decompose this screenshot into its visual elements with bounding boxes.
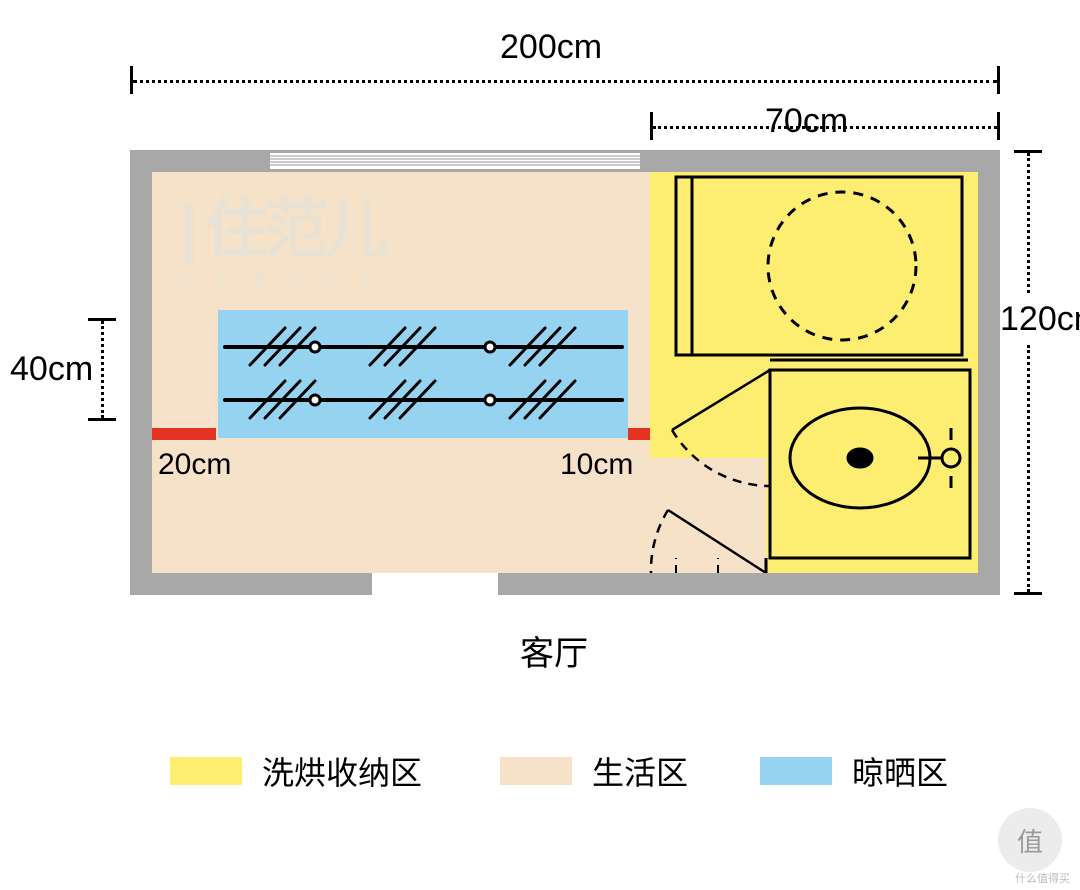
dim-top-right: 70cm xyxy=(765,102,848,141)
watermark-sub: 装 · 出 · 更 · 美 · 的 · 家 xyxy=(178,268,377,287)
marker-red-left xyxy=(152,428,216,440)
dim-top-right-tick-r xyxy=(997,112,1000,140)
dim-top-full: 200cm xyxy=(500,28,602,67)
dim-right-tick-b xyxy=(1014,592,1042,595)
legend-text-laundry: 洗烘收纳区 xyxy=(262,748,422,794)
dim-right-line-top xyxy=(1027,153,1030,293)
dim-left-seg: 40cm xyxy=(10,350,93,389)
dim-left-tick-b xyxy=(88,418,116,421)
swatch-drying xyxy=(760,757,832,785)
legend-text-living: 生活区 xyxy=(592,748,688,794)
legend-text-drying: 晾晒区 xyxy=(852,748,948,794)
dim-right-line-bot xyxy=(1027,345,1030,592)
appliance-washer xyxy=(676,177,962,355)
zone-drying xyxy=(218,310,628,438)
drying-rack xyxy=(225,328,622,418)
corner-watermark-icon: 值 xyxy=(998,808,1062,872)
swatch-laundry xyxy=(170,757,242,785)
appliance-sink xyxy=(770,370,970,558)
dim-top-full-tick-r xyxy=(997,66,1000,94)
label-10cm: 10cm xyxy=(560,448,633,482)
dim-top-full-line xyxy=(133,80,997,83)
room-label-living: 客厅 xyxy=(520,626,588,675)
corner-watermark-text: 什么值得买 xyxy=(1015,870,1070,886)
dim-top-right-line xyxy=(653,126,997,129)
marker-red-right xyxy=(628,428,650,440)
legend-drying: 晾晒区 xyxy=(760,748,948,794)
legend-living: 生活区 xyxy=(500,748,688,794)
door-swings xyxy=(651,370,770,573)
dim-left-line xyxy=(101,321,104,418)
zone-laundry xyxy=(650,172,978,573)
legend-laundry: 洗烘收纳区 xyxy=(170,748,422,794)
window-top xyxy=(270,153,640,169)
dim-right-full: 120cm xyxy=(1000,300,1080,339)
door-gap-bottom xyxy=(372,573,498,595)
swatch-living xyxy=(500,757,572,785)
watermark-main: |住范儿 xyxy=(170,178,384,271)
label-20cm: 20cm xyxy=(158,448,231,482)
